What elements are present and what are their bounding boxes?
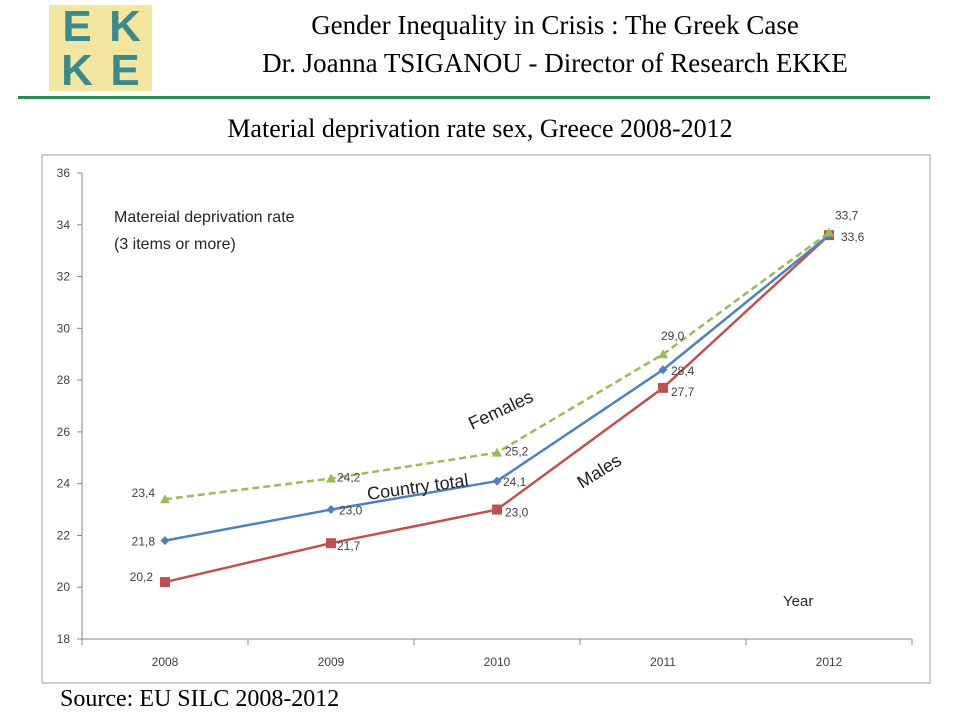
- country-total-data-label: 23,0: [339, 504, 363, 518]
- slide-title: Material deprivation rate sex, Greece 20…: [227, 114, 733, 143]
- annotation-line2: (3 items or more): [114, 236, 236, 253]
- males-data-label: 33,6: [841, 230, 865, 244]
- logo-letter: E: [110, 46, 140, 95]
- males-point: [658, 382, 668, 393]
- x-tick-label: 2009: [318, 655, 345, 669]
- x-axis-label: Year: [783, 593, 813, 610]
- y-tick-label: 18: [57, 632, 71, 646]
- y-tick-label: 32: [57, 270, 71, 284]
- logo-letter: E: [62, 2, 92, 51]
- males-data-label: 20,2: [130, 570, 154, 584]
- females-data-label: 33,7: [835, 209, 859, 223]
- females-data-label: 24,2: [337, 470, 361, 484]
- females-point: [492, 447, 502, 457]
- females-point: [326, 473, 336, 483]
- logo-letter: K: [109, 2, 141, 51]
- logo-letter: K: [61, 46, 93, 95]
- country-total-point: [326, 505, 336, 515]
- y-tick-label: 28: [57, 373, 71, 387]
- source-note: Source: EU SILC 2008-2012: [60, 686, 340, 712]
- country-total-point: [492, 476, 502, 486]
- y-tick-label: 20: [57, 580, 71, 594]
- females-point: [658, 349, 668, 359]
- country-total-data-label: 24,1: [503, 475, 527, 489]
- females-data-label: 23,4: [132, 486, 156, 500]
- y-tick-label: 26: [57, 425, 71, 439]
- y-tick-label: 34: [57, 218, 71, 232]
- country-total-data-label: 21,8: [132, 535, 156, 549]
- y-tick-label: 24: [57, 477, 71, 491]
- females-point: [160, 494, 170, 504]
- males-data-label: 21,7: [337, 539, 361, 553]
- header-subtitle: Dr. Joanna TSIGANOU - Director of Resear…: [262, 48, 848, 78]
- males-data-label: 27,7: [671, 385, 695, 399]
- header-title: Gender Inequality in Crisis : The Greek …: [311, 10, 799, 40]
- country-total-point: [160, 536, 170, 546]
- x-tick-label: 2011: [650, 655, 676, 669]
- females-data-label: 29,0: [661, 329, 685, 343]
- header-rule: [18, 96, 930, 99]
- country-total-data-label: 28,4: [671, 364, 695, 378]
- x-tick-label: 2012: [816, 655, 843, 669]
- males-point: [160, 577, 170, 588]
- females-point: [824, 227, 834, 237]
- chart-frame: [41, 154, 931, 684]
- males-point: [492, 504, 502, 515]
- ekke-logo: E K K E: [49, 2, 152, 95]
- x-tick-label: 2010: [484, 655, 511, 669]
- y-tick-label: 22: [57, 528, 71, 542]
- x-tick-label: 2008: [152, 655, 179, 669]
- y-tick-label: 36: [57, 166, 71, 180]
- y-tick-label: 30: [57, 321, 71, 335]
- annotation-line1: Matereial deprivation rate: [114, 209, 295, 226]
- males-point: [326, 538, 336, 549]
- country-total-point: [658, 365, 668, 375]
- males-data-label: 23,0: [505, 506, 529, 520]
- females-data-label: 25,2: [505, 445, 529, 459]
